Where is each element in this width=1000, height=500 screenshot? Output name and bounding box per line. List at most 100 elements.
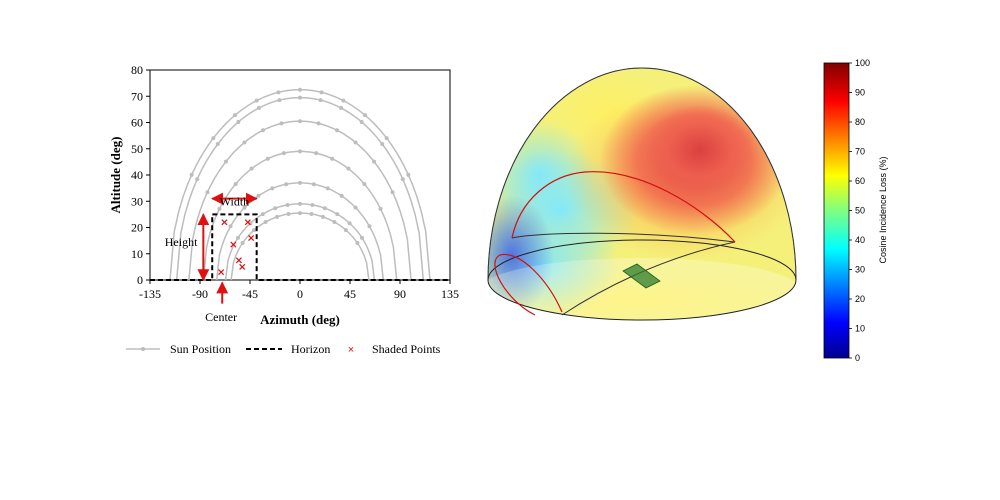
sun-position-point [378, 206, 383, 211]
sun-position-point [319, 90, 324, 95]
colorbar-tick-label: 0 [855, 353, 860, 363]
legend-label-shaded-points: Shaded Points [372, 342, 441, 356]
sun-position-point [314, 151, 319, 156]
sun-position-point [353, 140, 358, 145]
sun-position-point [298, 211, 302, 216]
shaded-point [235, 257, 242, 264]
sun-position-point [279, 121, 284, 126]
colorbar-tick-label: 80 [855, 117, 865, 127]
sun-position-point [298, 201, 302, 206]
legend-item-shaded-points: × Shaded Points [348, 342, 441, 356]
sun-position-point [298, 87, 302, 92]
sun-position-point [189, 172, 194, 177]
sun-position-point [346, 166, 351, 171]
sun-position-point [285, 202, 290, 207]
sun-position-point [265, 156, 270, 161]
sun-position-point [223, 159, 228, 164]
y-axis-label: Altitude (deg) [108, 137, 123, 214]
y-tick-label: 70 [131, 89, 143, 103]
y-tick-label: 30 [131, 194, 143, 208]
sun-position-point [254, 98, 259, 103]
dome-surface [488, 68, 796, 320]
colorbar-tick-label: 20 [855, 294, 865, 304]
sun-position-point [273, 206, 278, 211]
sun-position-point [298, 180, 302, 185]
sun-position-point [325, 186, 330, 191]
colorbar-tick-label: 50 [855, 206, 865, 216]
y-tick-label: 0 [137, 273, 143, 287]
width-annotation: Width [220, 194, 250, 208]
x-axis-label: Azimuth (deg) [260, 312, 340, 327]
colorbar-tick-label: 100 [855, 58, 870, 68]
sun-position-point [355, 240, 360, 245]
sun-position-point [359, 120, 364, 125]
y-tick-label: 80 [131, 63, 143, 77]
sun-position-point [322, 206, 327, 211]
legend-label-sun-position: Sun Position [170, 342, 231, 356]
legend-label-horizon: Horizon [291, 342, 330, 356]
sun-position-point [284, 182, 289, 187]
sun-position-point [339, 193, 344, 198]
x-tick-label: 0 [297, 287, 303, 301]
colorbar-tick-label: 10 [855, 324, 865, 334]
x-tick-label: 135 [441, 287, 459, 301]
colorbar-ticks: 0 10 20 30 40 50 60 70 80 90 100 [849, 58, 870, 363]
sun-position-point [341, 98, 346, 103]
sun-position-point [263, 220, 268, 225]
sun-position-point [384, 136, 389, 141]
sun-position-point [277, 98, 282, 103]
shaded-point [230, 241, 237, 248]
sun-position-point [400, 177, 405, 182]
sun-position-point [363, 113, 367, 118]
sun-position-point [309, 211, 314, 216]
sun-position-point [298, 119, 302, 124]
sun-position-point [330, 156, 335, 161]
sun-path-line [175, 96, 425, 281]
x-tick-label: -135 [139, 287, 161, 301]
y-tick-label: 60 [131, 116, 143, 130]
sun-position-point [332, 220, 337, 225]
sun-position-point [236, 120, 241, 125]
sun-position-point [270, 186, 275, 191]
sun-position-point [235, 235, 240, 240]
sun-position-point [256, 193, 261, 198]
sun-position-point [286, 211, 291, 216]
dome-axis-line-2 [511, 232, 736, 243]
sun-position-point [339, 105, 344, 110]
sun-position-point [343, 228, 348, 233]
sun-position-point [298, 149, 302, 154]
sun-position-point [242, 205, 247, 210]
sun-position-point [195, 177, 200, 182]
sun-position-point [276, 90, 281, 95]
sun-position-point [406, 172, 411, 177]
colorbar-tick-label: 30 [855, 265, 865, 275]
y-tick-label: 10 [131, 247, 143, 261]
sun-position-point [380, 142, 385, 147]
shaded-point [239, 263, 246, 270]
sun-position-point [360, 235, 365, 240]
legend: Sun Position Horizon × Shaded Points [126, 342, 441, 356]
sun-position-point [372, 159, 377, 164]
sun-position-point [362, 182, 367, 187]
dome-red-great-circle [511, 171, 736, 243]
sun-position-point [240, 240, 245, 245]
sun-position-point [353, 205, 358, 210]
colorbar-tick-label: 90 [855, 88, 865, 98]
sun-position-series [169, 87, 431, 281]
sun-position-point [228, 224, 233, 229]
shaded-point [218, 269, 225, 276]
colorbar-tick-label: 70 [855, 147, 865, 157]
sun-position-point [335, 212, 340, 217]
sun-path-chart: 0 10 20 30 40 50 60 70 80 -135 -90 -45 0 45 90 135 Azi… [108, 63, 459, 356]
legend-item-sun-position: Sun Position [126, 342, 231, 356]
incidence-loss-dome [487, 67, 797, 321]
colorbar-label: Cosine Incidence Loss (%) [878, 156, 888, 263]
y-axis-ticks: 0 10 20 30 40 50 60 70 80 [131, 63, 150, 287]
sun-position-point [310, 202, 315, 207]
shaded-points-series [218, 219, 255, 276]
sun-position-point [335, 128, 340, 133]
sun-position-point [275, 214, 280, 219]
sun-position-point [390, 190, 395, 195]
shaded-point [244, 219, 251, 226]
